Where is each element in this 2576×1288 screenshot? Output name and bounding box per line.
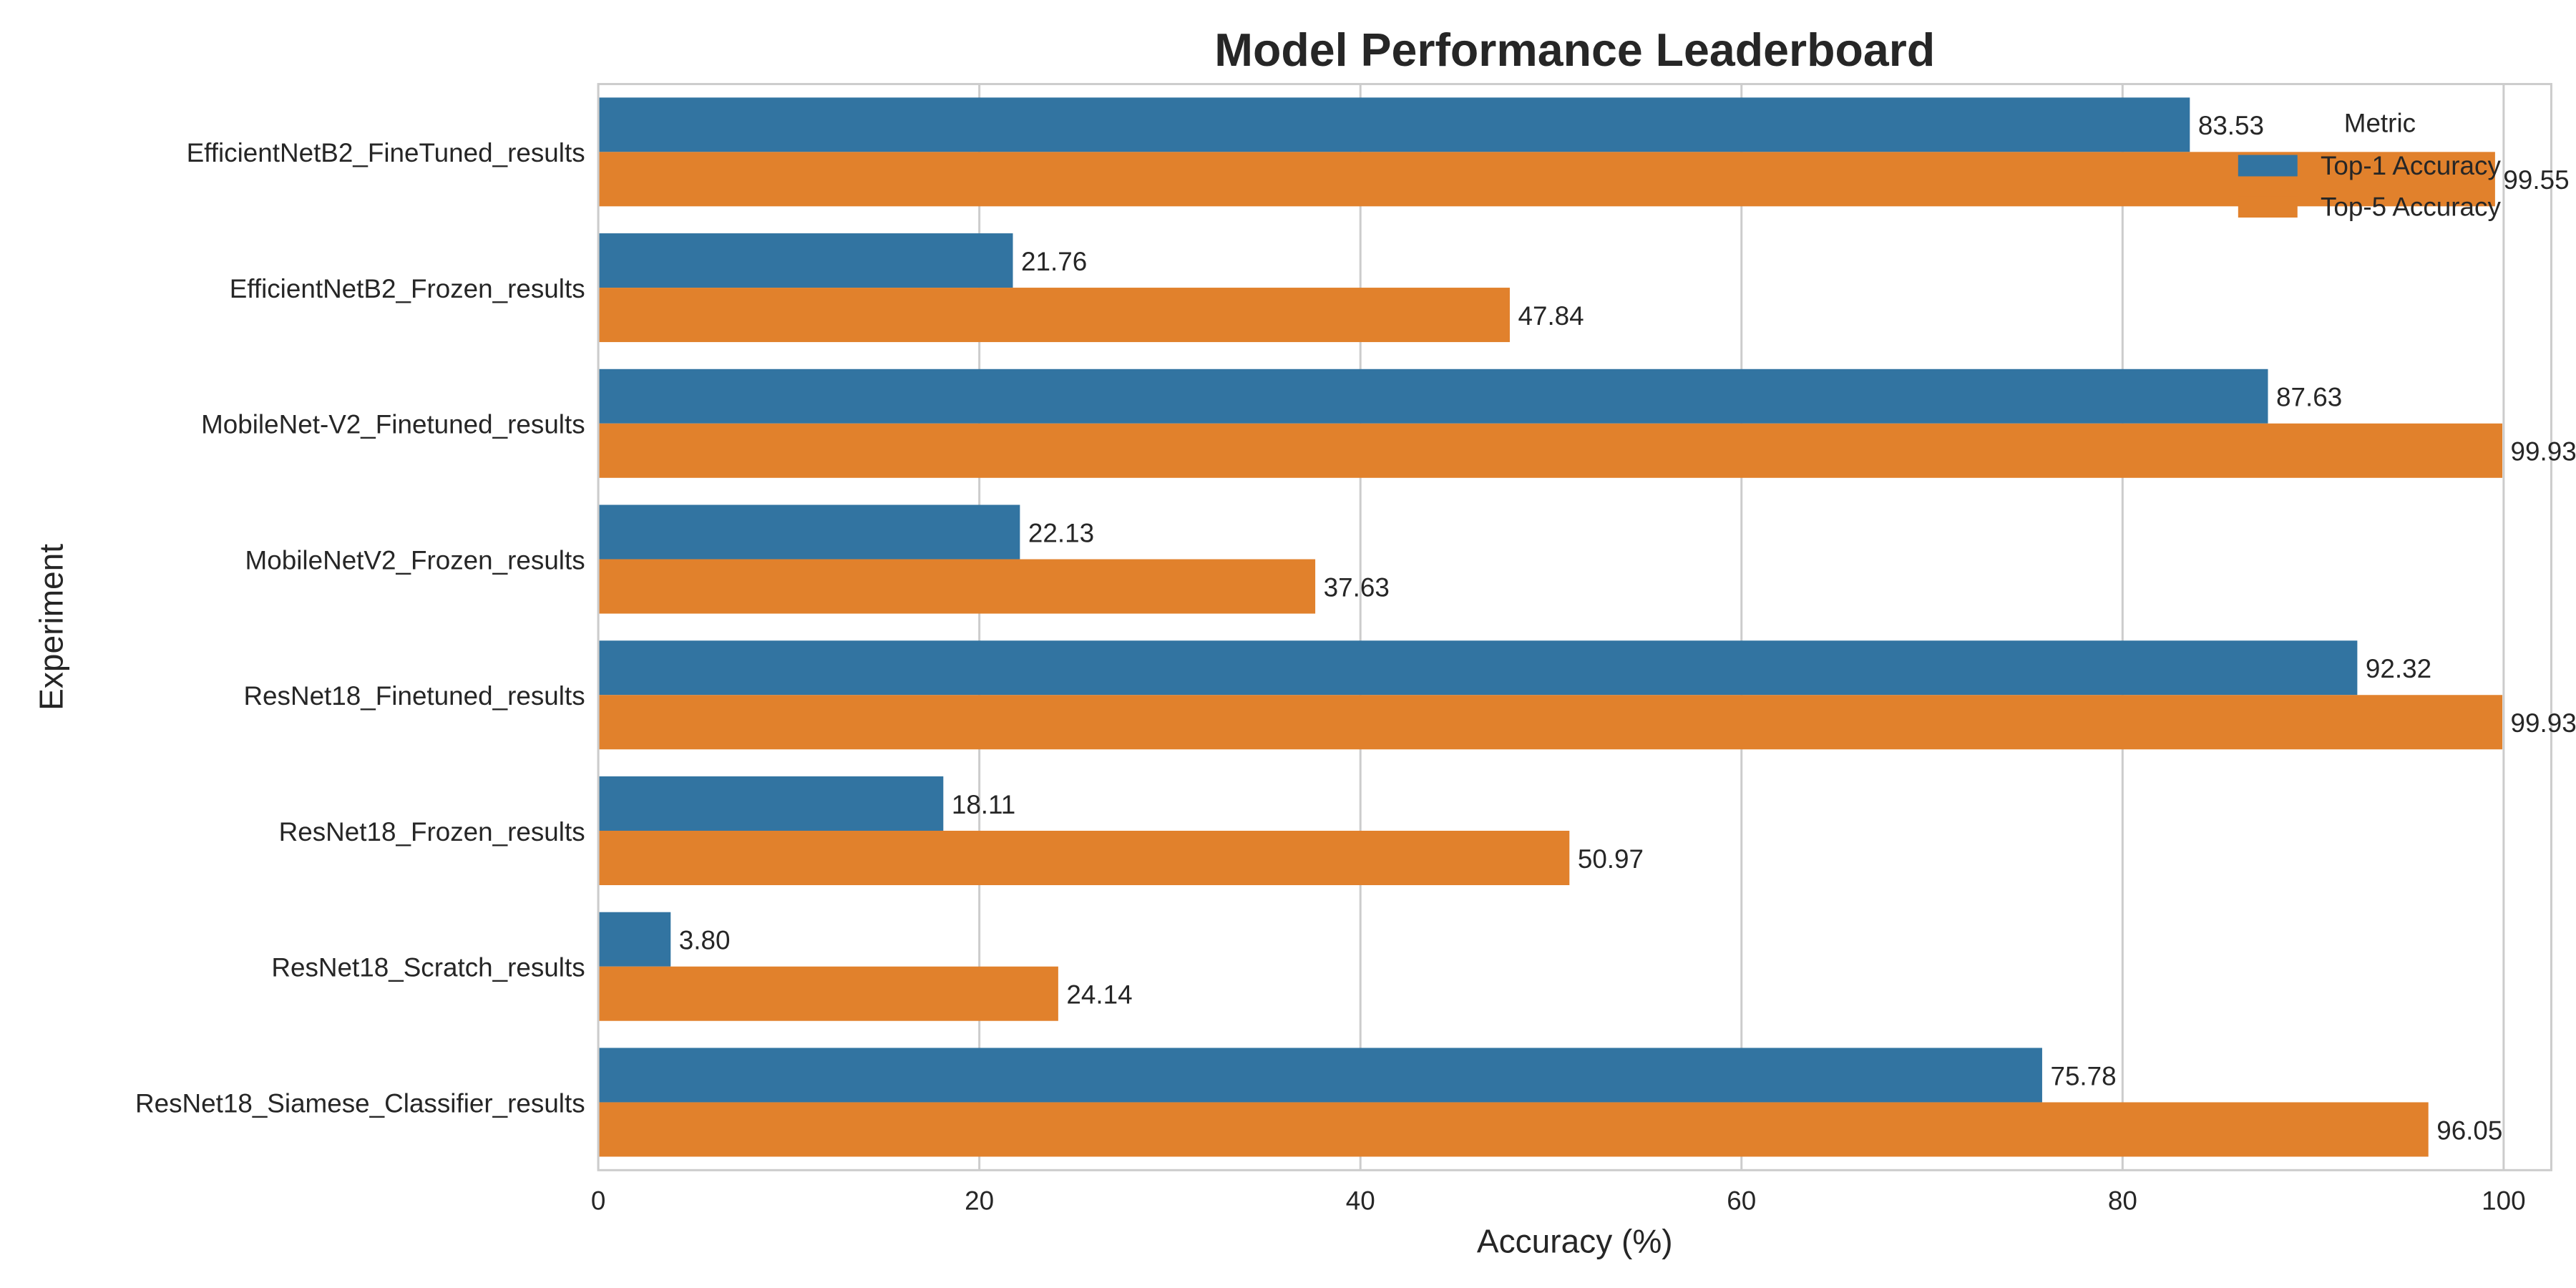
y-axis-label: Experiment: [33, 544, 70, 711]
bar: [598, 966, 1058, 1021]
x-tick-label: 20: [965, 1186, 994, 1216]
bar-value-label: 96.05: [2436, 1116, 2502, 1145]
legend: Metric Top-1 Accuracy Top-5 Accuracy: [2238, 108, 2501, 222]
bar: [598, 233, 1013, 288]
bar-value-label: 87.63: [2276, 383, 2342, 412]
y-tick-label: ResNet18_Scratch_results: [271, 953, 585, 982]
value-labels: 83.53 99.55 21.76 47.84 87.63 99.93 22.13 37.63…: [679, 111, 2576, 1145]
bars: [598, 97, 2503, 1157]
bar: [598, 369, 2268, 424]
plot-frame: [597, 82, 2552, 1171]
bar-value-label: 22.13: [1028, 518, 1094, 547]
bar: [598, 912, 671, 967]
bar: [598, 152, 2495, 207]
bar-value-label: 50.97: [1578, 844, 1644, 874]
x-axis-label: Accuracy (%): [1477, 1222, 1673, 1259]
legend-label: Top-1 Accuracy: [2321, 151, 2501, 180]
x-tick-label: 40: [1346, 1186, 1375, 1216]
legend-swatch: [2238, 196, 2298, 218]
y-tick-label: EfficientNetB2_Frozen_results: [230, 274, 585, 303]
y-tick-labels: EfficientNetB2_FineTuned_results Efficien…: [135, 138, 585, 1118]
x-tick-label: 60: [1727, 1186, 1756, 1216]
y-tick-label: ResNet18_Siamese_Classifier_results: [135, 1088, 585, 1118]
x-tick-label: 0: [591, 1186, 606, 1216]
y-tick-label: EfficientNetB2_FineTuned_results: [187, 138, 585, 167]
y-tick-label: ResNet18_Frozen_results: [279, 817, 585, 847]
bar: [598, 1048, 2042, 1103]
bar-value-label: 37.63: [1324, 572, 1390, 602]
bar: [598, 97, 2190, 152]
bar: [598, 695, 2503, 750]
bar-value-label: 3.80: [679, 926, 731, 955]
legend-swatch: [2238, 155, 2298, 177]
y-tick-label: ResNet18_Finetuned_results: [243, 681, 585, 711]
bar-value-label: 99.55: [2503, 165, 2569, 195]
y-tick-label: MobileNetV2_Frozen_results: [245, 545, 585, 575]
bar: [598, 559, 1316, 614]
bar-value-label: 24.14: [1066, 980, 1132, 1010]
bar-value-label: 75.78: [2050, 1061, 2116, 1091]
legend-title: Metric: [2344, 108, 2416, 137]
x-tick-labels: 0 20 40 60 80 100: [591, 1186, 2526, 1216]
bar-value-label: 99.93: [2511, 437, 2576, 467]
bar: [598, 288, 1510, 343]
bar-value-label: 92.32: [2366, 654, 2431, 683]
bar-value-label: 21.76: [1021, 247, 1087, 276]
bar: [598, 504, 1020, 560]
bar-value-label: 18.11: [952, 790, 1015, 819]
bar-value-label: 83.53: [2198, 111, 2264, 140]
legend-label: Top-5 Accuracy: [2321, 192, 2501, 222]
bar-value-label: 99.93: [2511, 708, 2576, 738]
bar: [598, 776, 944, 831]
bar: [598, 423, 2503, 478]
bar-value-label: 47.84: [1518, 301, 1584, 331]
x-tick-label: 100: [2482, 1186, 2525, 1216]
x-tick-label: 80: [2108, 1186, 2137, 1216]
chart-title: Model Performance Leaderboard: [1214, 24, 1935, 76]
bar: [598, 640, 2358, 696]
bar: [598, 1102, 2429, 1157]
bar: [598, 830, 1570, 885]
y-tick-label: MobileNet-V2_Finetuned_results: [201, 410, 585, 439]
